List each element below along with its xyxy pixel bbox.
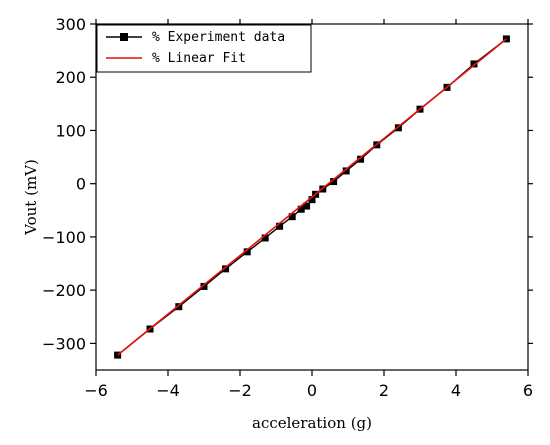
x-tick-label: 6: [523, 381, 533, 400]
y-tick-label: −300: [42, 334, 86, 353]
experiment-data-point: [303, 202, 311, 210]
experiment-data-point: [342, 167, 350, 175]
experiment-data-point: [175, 303, 183, 311]
experiment-data-point: [276, 222, 284, 230]
experiment-data-point: [394, 124, 402, 132]
experiment-data-point: [222, 265, 230, 273]
experiment-data-point: [357, 155, 365, 163]
y-tick-label: 300: [55, 15, 86, 34]
x-tick-label: −4: [156, 381, 180, 400]
experiment-data-point: [297, 205, 305, 213]
x-tick-label: −2: [228, 381, 252, 400]
legend-experiment-label: % Experiment data: [152, 30, 285, 45]
y-tick-label: 100: [55, 121, 86, 140]
y-axis-label: Vout (mV): [22, 159, 40, 236]
experiment-data-point: [200, 282, 208, 290]
legend-box: [96, 24, 312, 73]
y-tick-label: −200: [42, 281, 86, 300]
x-axis-label: acceleration (g): [252, 414, 372, 432]
experiment-data-point: [470, 60, 478, 68]
plot-area: [114, 35, 510, 359]
experiment-data-point: [330, 178, 338, 186]
experiment-data-point: [261, 234, 269, 242]
legend: % Experiment data % Linear Fit: [96, 24, 312, 73]
y-axis: −300 −200 −100 0 100 200 300: [42, 15, 533, 353]
experiment-data-point: [243, 248, 251, 256]
y-tick-label: 200: [55, 68, 86, 87]
experiment-data-point: [288, 213, 296, 221]
y-tick-label: 0: [76, 175, 86, 194]
legend-fit-label: % Linear Fit: [152, 51, 246, 66]
y-tick-label: −100: [42, 228, 86, 247]
x-tick-label: 4: [451, 381, 461, 400]
linear-fit-line: [117, 38, 507, 356]
x-tick-label: 0: [307, 381, 317, 400]
x-tick-label: −6: [84, 381, 108, 400]
x-tick-label: 2: [379, 381, 389, 400]
experiment-data-point: [308, 196, 316, 204]
x-axis: −6 −4 −2 0 2 4 6: [84, 19, 533, 400]
legend-experiment-marker: [120, 33, 128, 41]
